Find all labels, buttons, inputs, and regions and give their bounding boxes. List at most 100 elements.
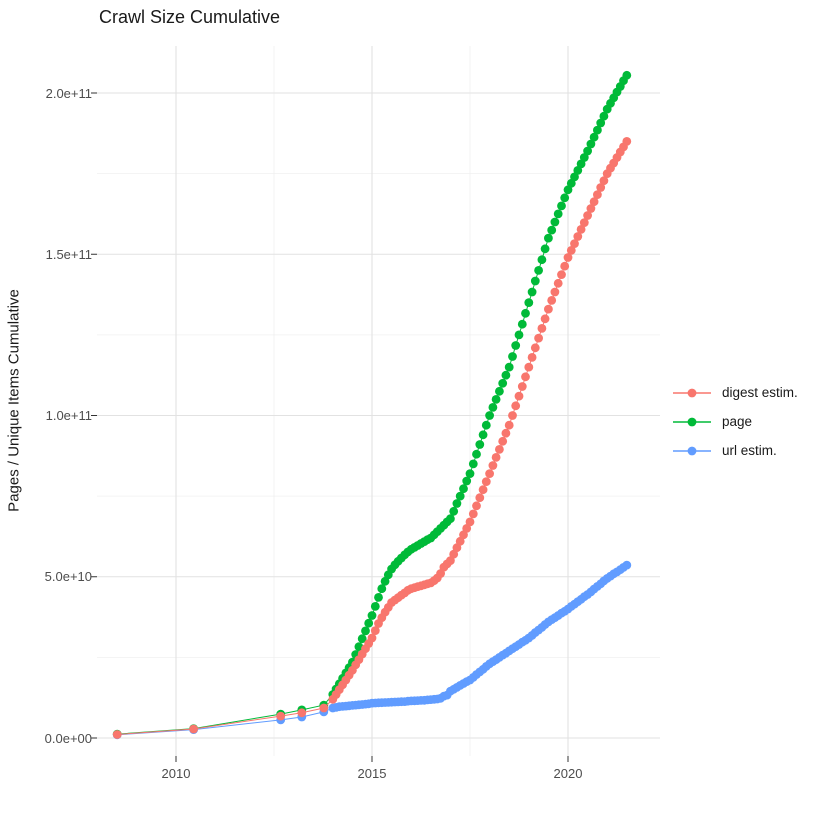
data-point xyxy=(557,270,566,279)
data-point xyxy=(462,476,472,486)
data-point xyxy=(540,314,550,324)
data-point xyxy=(465,469,475,478)
data-point xyxy=(579,153,589,162)
y-tick-label: 1.0e+11 xyxy=(45,408,92,423)
y-tick-label: 1.5e+11 xyxy=(45,246,92,262)
data-point xyxy=(478,430,488,440)
data-point xyxy=(583,146,592,156)
data-point xyxy=(534,333,543,343)
y-tick-label: 0.0e+00 xyxy=(44,730,92,746)
data-point xyxy=(527,287,537,297)
data-point xyxy=(511,341,521,350)
data-point xyxy=(501,370,511,380)
data-point xyxy=(586,139,596,149)
data-point xyxy=(596,183,606,192)
data-point xyxy=(508,411,517,420)
x-tick-label: 2015 xyxy=(357,766,387,781)
data-point xyxy=(380,576,390,586)
data-point xyxy=(485,469,494,478)
data-point xyxy=(622,560,632,570)
data-point xyxy=(511,401,521,411)
data-point xyxy=(462,524,472,533)
chart-title: Crawl Size Cumulative xyxy=(99,7,281,27)
data-point xyxy=(449,549,459,559)
data-point xyxy=(622,70,632,80)
data-point xyxy=(599,111,609,121)
data-point xyxy=(495,445,504,454)
data-point xyxy=(112,730,122,739)
legend-key-digest-icon xyxy=(670,384,714,402)
data-point xyxy=(570,239,579,249)
legend-label: page xyxy=(722,414,753,429)
data-point xyxy=(504,362,514,372)
data-point xyxy=(573,232,583,241)
data-point xyxy=(583,211,592,220)
legend-item-page: page xyxy=(670,407,798,436)
data-point xyxy=(481,477,491,486)
data-point xyxy=(472,501,481,511)
data-point xyxy=(297,708,307,718)
data-point xyxy=(563,185,573,195)
data-point xyxy=(589,197,599,207)
data-point xyxy=(576,225,586,234)
data-point xyxy=(377,584,387,594)
data-point xyxy=(452,499,462,508)
data-point xyxy=(364,618,374,628)
data-point xyxy=(517,382,527,391)
legend-item-url: url estim. xyxy=(670,436,798,465)
data-point xyxy=(491,395,501,404)
data-point xyxy=(475,493,485,503)
data-point xyxy=(563,253,573,262)
data-point xyxy=(557,201,566,211)
legend-label: url estim. xyxy=(722,443,777,458)
y-axis-title: Pages / Unique Items Cumulative xyxy=(5,289,23,512)
data-point xyxy=(573,166,583,175)
data-point xyxy=(491,453,501,462)
data-point xyxy=(481,420,491,430)
data-point xyxy=(446,514,455,524)
data-point xyxy=(370,626,380,635)
data-point xyxy=(550,287,560,297)
data-point xyxy=(361,626,370,636)
data-point xyxy=(530,276,540,286)
data-point xyxy=(189,724,199,734)
data-point xyxy=(550,217,560,227)
data-point xyxy=(599,176,609,186)
data-point xyxy=(504,420,514,430)
legend-key-page-icon xyxy=(670,413,714,431)
data-point xyxy=(570,172,579,182)
data-point xyxy=(498,378,508,388)
data-point xyxy=(524,362,534,372)
data-point xyxy=(455,536,465,546)
data-point xyxy=(544,233,553,243)
data-point xyxy=(478,485,488,495)
data-point xyxy=(530,343,540,353)
data-point xyxy=(593,125,602,135)
legend: digest estim. page url estim. xyxy=(670,378,798,465)
x-tick-label: 2020 xyxy=(553,766,583,781)
data-point xyxy=(508,352,517,361)
data-point xyxy=(579,218,589,228)
data-point xyxy=(374,593,383,602)
data-point xyxy=(468,459,478,469)
data-point xyxy=(514,330,524,340)
data-point xyxy=(370,602,380,611)
data-point xyxy=(527,353,537,362)
data-point xyxy=(521,308,530,318)
data-point xyxy=(498,436,508,446)
data-point xyxy=(357,634,367,644)
y-tick-label: 2.0e+11 xyxy=(45,85,92,101)
legend-label: digest estim. xyxy=(722,385,798,400)
y-tick-label: 5.0e+10 xyxy=(44,569,92,585)
data-point xyxy=(485,411,494,420)
legend-item-digest: digest estim. xyxy=(670,378,798,407)
data-point xyxy=(468,509,478,519)
data-point xyxy=(596,118,606,128)
data-point xyxy=(472,449,481,459)
x-tick-label: 2010 xyxy=(161,766,191,781)
data-point xyxy=(586,204,596,213)
data-point xyxy=(589,132,599,142)
data-point xyxy=(544,304,553,314)
